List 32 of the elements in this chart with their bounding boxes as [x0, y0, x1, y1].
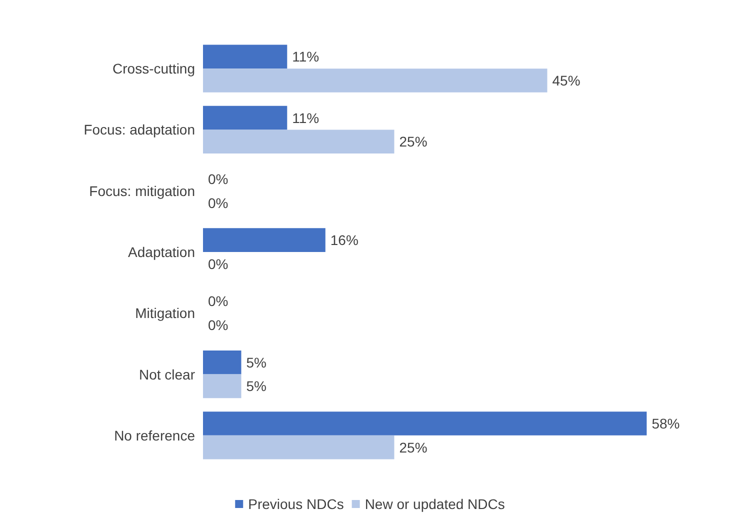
data-label: 0%	[208, 170, 228, 187]
bar	[203, 412, 647, 436]
y-tick-label: Adaptation	[128, 244, 195, 260]
y-tick-label: Not clear	[138, 366, 196, 382]
y-tick-label: Cross-cutting	[112, 60, 195, 77]
data-label: 0%	[208, 194, 228, 211]
legend-label: Previous NDCs	[248, 496, 344, 512]
data-label: 5%	[246, 378, 266, 394]
data-label: 0%	[208, 293, 228, 310]
data-label: 0%	[208, 317, 228, 334]
bar	[203, 106, 288, 130]
y-tick-label: Focus: adaptation	[84, 122, 195, 138]
data-label: 45%	[552, 72, 580, 88]
bar	[203, 228, 326, 252]
y-tick-label: Focus: mitigation	[89, 182, 195, 199]
y-tick-label: Mitigation	[135, 305, 195, 322]
bar	[203, 374, 242, 398]
bar	[203, 350, 242, 374]
data-label: 16%	[330, 232, 358, 248]
bar	[203, 68, 548, 92]
y-tick-label: No reference	[114, 427, 196, 444]
legend-label: New or updated NDCs	[364, 496, 505, 512]
bar	[203, 435, 394, 460]
data-label: 0%	[208, 256, 228, 272]
data-label: 5%	[246, 354, 266, 370]
data-label: 58%	[652, 416, 680, 432]
data-label: 11%	[292, 48, 320, 65]
data-label: 25%	[399, 134, 428, 150]
bar	[203, 130, 394, 154]
data-label: 11%	[292, 110, 320, 126]
data-label: 25%	[399, 439, 428, 456]
bar	[203, 44, 288, 69]
